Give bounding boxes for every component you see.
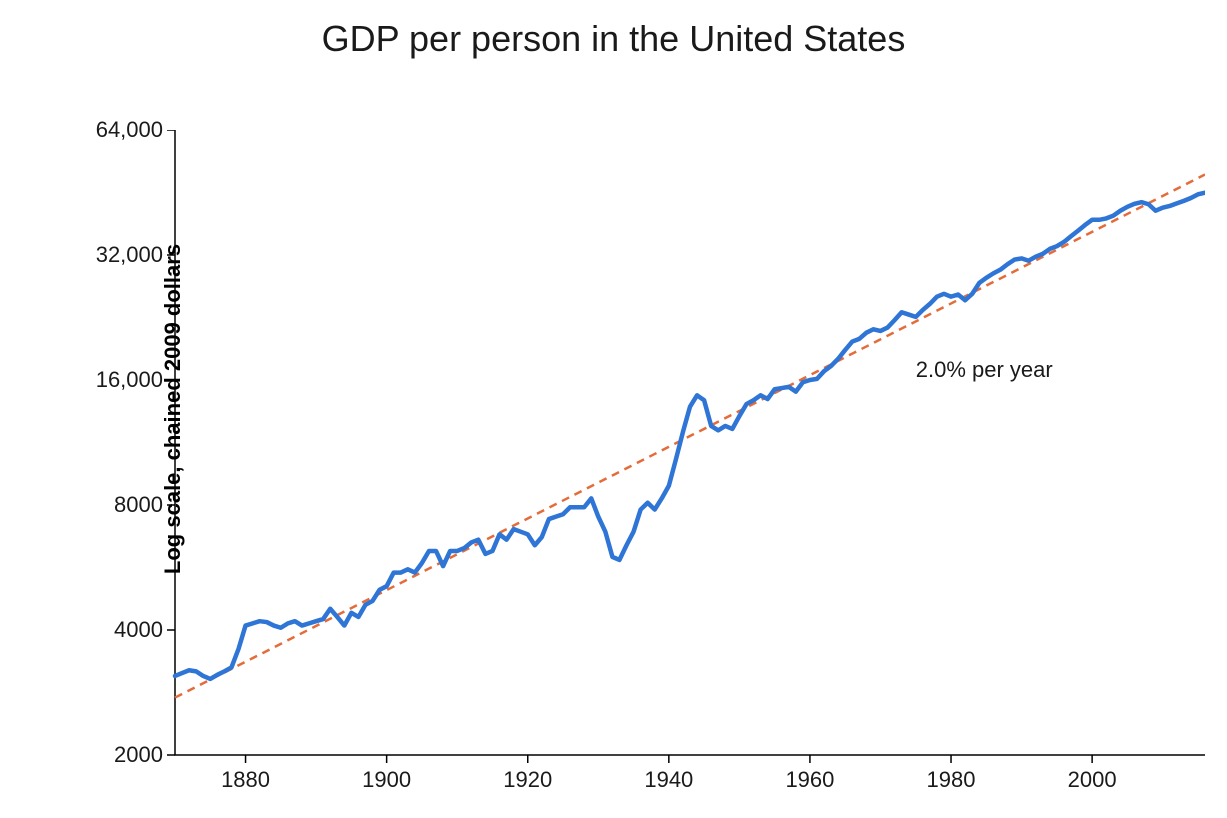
y-tick-label: 4000 xyxy=(85,617,163,643)
plot-area xyxy=(175,130,1205,755)
x-tick-label: 1940 xyxy=(644,767,693,793)
chart-svg xyxy=(165,130,1205,775)
trend-annotation: 2.0% per year xyxy=(916,357,1053,383)
y-tick-label: 64,000 xyxy=(85,117,163,143)
y-tick-label: 2000 xyxy=(85,742,163,768)
y-tick-label: 32,000 xyxy=(85,242,163,268)
axes xyxy=(175,130,1205,755)
chart-container: GDP per person in the United States Log … xyxy=(0,0,1227,818)
x-tick-label: 2000 xyxy=(1068,767,1117,793)
y-tick-label: 8000 xyxy=(85,492,163,518)
y-tick-label: 16,000 xyxy=(85,367,163,393)
x-tick-label: 1880 xyxy=(221,767,270,793)
trend-line xyxy=(175,175,1205,698)
x-tick-label: 1900 xyxy=(362,767,411,793)
chart-title: GDP per person in the United States xyxy=(0,18,1227,60)
x-tick-label: 1960 xyxy=(785,767,834,793)
x-tick-label: 1920 xyxy=(503,767,552,793)
x-tick-label: 1980 xyxy=(927,767,976,793)
